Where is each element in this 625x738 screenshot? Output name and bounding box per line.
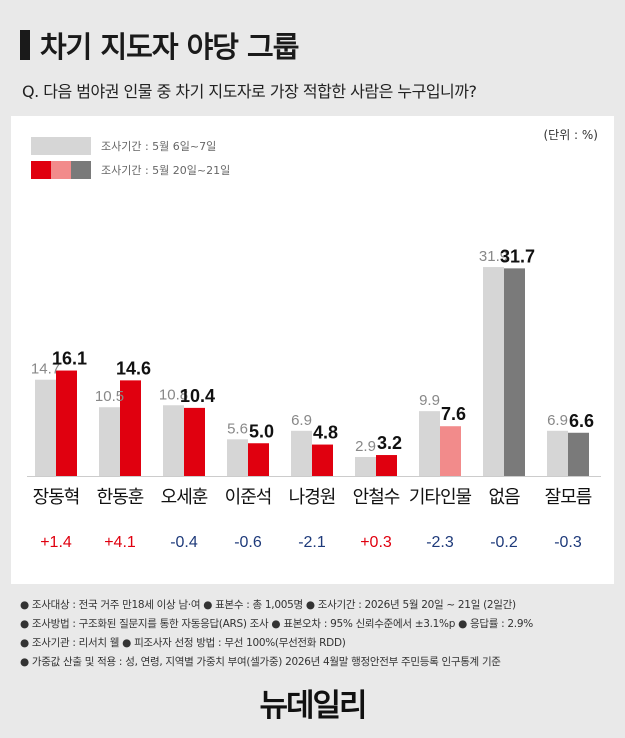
bar-current (440, 426, 461, 476)
change-label: -2.3 (426, 534, 454, 551)
data-label-current: 10.4 (180, 386, 215, 406)
category-label: 기타인물 (409, 487, 472, 508)
data-label-current: 6.6 (569, 411, 594, 431)
data-label-current: 4.8 (313, 423, 338, 443)
bar-prev (355, 457, 376, 476)
change-label: +0.3 (360, 534, 392, 551)
bar-prev (227, 439, 248, 476)
category-label: 오세훈 (161, 487, 208, 508)
footer-line: ● 조사방법 : 구조화된 질문지를 통한 자동응답(ARS) 조사 ● 표본오… (20, 618, 533, 630)
bar-prev (163, 405, 184, 476)
title-bar (20, 30, 30, 60)
data-label-prev: 6.9 (291, 412, 312, 429)
data-label-prev: 31.9 (479, 248, 508, 265)
change-label: +4.1 (104, 534, 136, 551)
change-label: +1.4 (40, 534, 72, 551)
legend-swatch-pink (51, 161, 71, 179)
legend-label-prev: 조사기간 : 5월 6일~7일 (101, 140, 217, 153)
bar-prev (99, 407, 120, 476)
data-label-prev: 9.9 (419, 392, 440, 409)
brand-logo: 뉴데일리 (259, 688, 367, 724)
bar-prev (35, 379, 56, 476)
legend-label-current: 조사기간 : 5월 20일~21일 (101, 164, 231, 177)
bar-prev (483, 267, 504, 476)
unit-label: (단위 : %) (543, 128, 598, 142)
legend-swatch-prev (31, 137, 91, 155)
bar-current (568, 432, 589, 476)
footer-line: ● 조사기관 : 리서치 웰 ● 피조사자 선정 방법 : 무선 100%(무선… (20, 637, 346, 649)
question-text: Q. 다음 범야권 인물 중 차기 지도자로 가장 적합한 사람은 누구입니까? (22, 82, 477, 101)
bar-prev (547, 430, 568, 476)
page-title: 차기 지도자 야당 그룹 (40, 30, 299, 64)
change-label: -0.6 (234, 534, 262, 551)
chart-panel: (단위 : %) 조사기간 : 5월 6일~7일 조사기간 : 5월 20일~2… (11, 116, 614, 584)
data-label-current: 16.1 (52, 349, 87, 369)
data-label-current: 3.2 (377, 433, 402, 453)
legend-swatch-gray (71, 161, 91, 179)
bar-chart: 14.716.1 장동혁 +1.4 10.5 14.6 한동훈 +4.1 10.810.4 오세… (27, 246, 601, 551)
footer-line: ● 조사대상 : 전국 거주 만18세 이상 남·여 ● 표본수 : 총 1,0… (20, 599, 516, 611)
data-label-prev: 10.5 (95, 388, 124, 405)
bar-current (248, 443, 269, 476)
category-label: 안철수 (353, 487, 400, 508)
category-label: 이준석 (225, 487, 272, 508)
category-label: 잘모름 (545, 487, 592, 508)
change-label: -0.4 (170, 534, 198, 551)
bar-current (56, 370, 77, 476)
bar-prev (291, 430, 312, 476)
data-label-prev: 2.9 (355, 438, 376, 455)
bar-current (504, 268, 525, 476)
category-label: 한동훈 (97, 487, 144, 508)
change-label: -2.1 (298, 534, 326, 551)
data-label-prev: 6.9 (547, 412, 568, 429)
change-label: -0.3 (554, 534, 582, 551)
data-label-current: 31.7 (500, 246, 535, 266)
bar-current (120, 380, 141, 476)
data-label-current: 5.0 (249, 421, 274, 441)
footer-line: ● 가중값 산출 및 적용 : 성, 연령, 지역별 가중치 부여(셀가중) 2… (20, 656, 501, 668)
data-label-prev: 14.7 (31, 361, 60, 378)
change-label: -0.2 (490, 534, 518, 551)
legend-item-prev: 조사기간 : 5월 6일~7일 (31, 136, 230, 156)
bar-prev (419, 411, 440, 476)
bar-current (376, 455, 397, 476)
data-label-prev: 10.8 (159, 386, 188, 403)
category-label: 없음 (488, 487, 520, 508)
legend-swatch-red (31, 161, 51, 179)
bar-current (312, 444, 333, 476)
bar-current (184, 407, 205, 476)
data-label-current: 14.6 (116, 358, 151, 378)
survey-footer: ● 조사대상 : 전국 거주 만18세 이상 남·여 ● 표본수 : 총 1,0… (20, 596, 533, 672)
category-label: 장동혁 (33, 487, 80, 508)
legend-item-current: 조사기간 : 5월 20일~21일 (31, 160, 230, 180)
category-label: 나경원 (289, 487, 336, 508)
legend: 조사기간 : 5월 6일~7일 조사기간 : 5월 20일~21일 (31, 136, 230, 184)
data-label-current: 7.6 (441, 404, 466, 424)
data-label-prev: 5.6 (227, 420, 248, 437)
